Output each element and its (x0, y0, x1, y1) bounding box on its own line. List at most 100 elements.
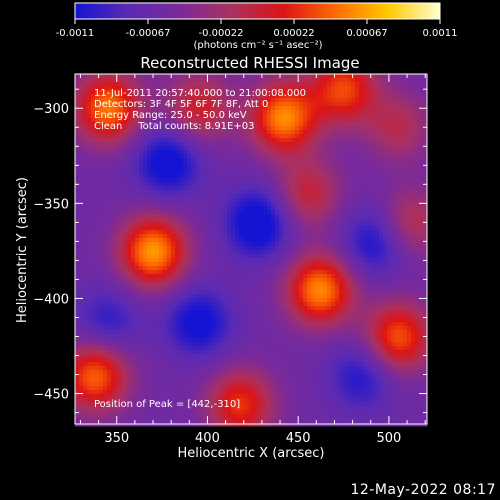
heatmap-cell (123, 130, 128, 135)
heatmap-cell (163, 98, 168, 103)
heatmap-cell (167, 222, 172, 227)
heatmap-cell (367, 294, 372, 299)
heatmap-cell (283, 218, 288, 223)
heatmap-cell (299, 154, 304, 159)
heatmap-cell (127, 222, 132, 227)
heatmap-cell (259, 74, 264, 79)
heatmap-cell (147, 170, 152, 175)
heatmap-cell (123, 282, 128, 287)
heatmap-cell (187, 210, 192, 215)
heatmap-cell (327, 234, 332, 239)
heatmap-cell (307, 222, 312, 227)
heatmap-cell (79, 270, 84, 275)
heatmap-cell (327, 90, 332, 95)
heatmap-cell (219, 274, 224, 279)
heatmap-cell (339, 206, 344, 211)
heatmap-cell (239, 138, 244, 143)
heatmap-cell (123, 170, 128, 175)
heatmap-cell (415, 166, 420, 171)
heatmap-cell (115, 194, 120, 199)
heatmap-cell (347, 286, 352, 291)
heatmap-cell (315, 118, 320, 123)
heatmap-cell (79, 298, 84, 303)
heatmap-cell (231, 86, 236, 91)
heatmap-cell (375, 282, 380, 287)
heatmap-cell (371, 198, 376, 203)
heatmap-cell (303, 90, 308, 95)
heatmap-cell (211, 126, 216, 131)
heatmap-cell (423, 262, 428, 267)
heatmap-cell (323, 158, 328, 163)
heatmap-cell (215, 82, 220, 87)
heatmap-cell (371, 106, 376, 111)
heatmap-cell (243, 210, 248, 215)
heatmap-cell (395, 166, 400, 171)
heatmap-cell (199, 162, 204, 167)
heatmap-cell (195, 218, 200, 223)
heatmap-cell (239, 90, 244, 95)
heatmap-cell (171, 298, 176, 303)
heatmap-cell (371, 234, 376, 239)
heatmap-cell (135, 98, 140, 103)
heatmap-cell (355, 222, 360, 227)
heatmap-cell (267, 130, 272, 135)
heatmap-cell (383, 270, 388, 275)
heatmap-cell (267, 226, 272, 231)
heatmap-cell (359, 182, 364, 187)
heatmap-cell (339, 222, 344, 227)
heatmap-cell (115, 90, 120, 95)
heatmap-cell (167, 298, 172, 303)
heatmap-cell (259, 94, 264, 99)
heatmap-cell (371, 94, 376, 99)
heatmap-cell (219, 146, 224, 151)
heatmap-cell (323, 162, 328, 167)
heatmap-cell (403, 90, 408, 95)
heatmap-cell (255, 142, 260, 147)
heatmap-cell (175, 102, 180, 107)
heatmap-cell (367, 234, 372, 239)
heatmap-cell (315, 242, 320, 247)
heatmap-cell (235, 274, 240, 279)
heatmap-cell (235, 218, 240, 223)
heatmap-cell (267, 134, 272, 139)
heatmap-cell (215, 274, 220, 279)
heatmap-cell (411, 114, 416, 119)
heatmap-cell (283, 86, 288, 91)
heatmap-cell (415, 230, 420, 235)
heatmap-cell (107, 142, 112, 147)
heatmap-cell (123, 298, 128, 303)
heatmap-cell (255, 166, 260, 171)
heatmap-cell (207, 206, 212, 211)
heatmap-cell (259, 106, 264, 111)
heatmap-cell (287, 214, 292, 219)
heatmap-cell (211, 182, 216, 187)
heatmap-cell (239, 202, 244, 207)
heatmap-cell (291, 86, 296, 91)
heatmap-cell (231, 158, 236, 163)
heatmap-cell (363, 130, 368, 135)
heatmap-cell (179, 238, 184, 243)
heatmap-cell (87, 254, 92, 259)
heatmap-cell (371, 250, 376, 255)
heatmap-cell (147, 122, 152, 127)
heatmap-cell (223, 182, 228, 187)
heatmap-cell (243, 266, 248, 271)
heatmap-cell (295, 82, 300, 87)
heatmap-cell (291, 94, 296, 99)
heatmap-cell (231, 282, 236, 287)
heatmap-cell (151, 146, 156, 151)
heatmap-cell (139, 166, 144, 171)
heatmap-cell (371, 238, 376, 243)
heatmap-cell (395, 286, 400, 291)
heatmap-cell (351, 278, 356, 283)
heatmap-cell (119, 202, 124, 207)
heatmap-cell (343, 266, 348, 271)
heatmap-cell (423, 222, 428, 227)
heatmap-cell (195, 258, 200, 263)
heatmap-cell (311, 258, 316, 263)
heatmap-cell (287, 114, 292, 119)
heatmap-cell (195, 82, 200, 87)
heatmap-cell (307, 138, 312, 143)
heatmap-cell (235, 278, 240, 283)
heatmap-cell (239, 258, 244, 263)
